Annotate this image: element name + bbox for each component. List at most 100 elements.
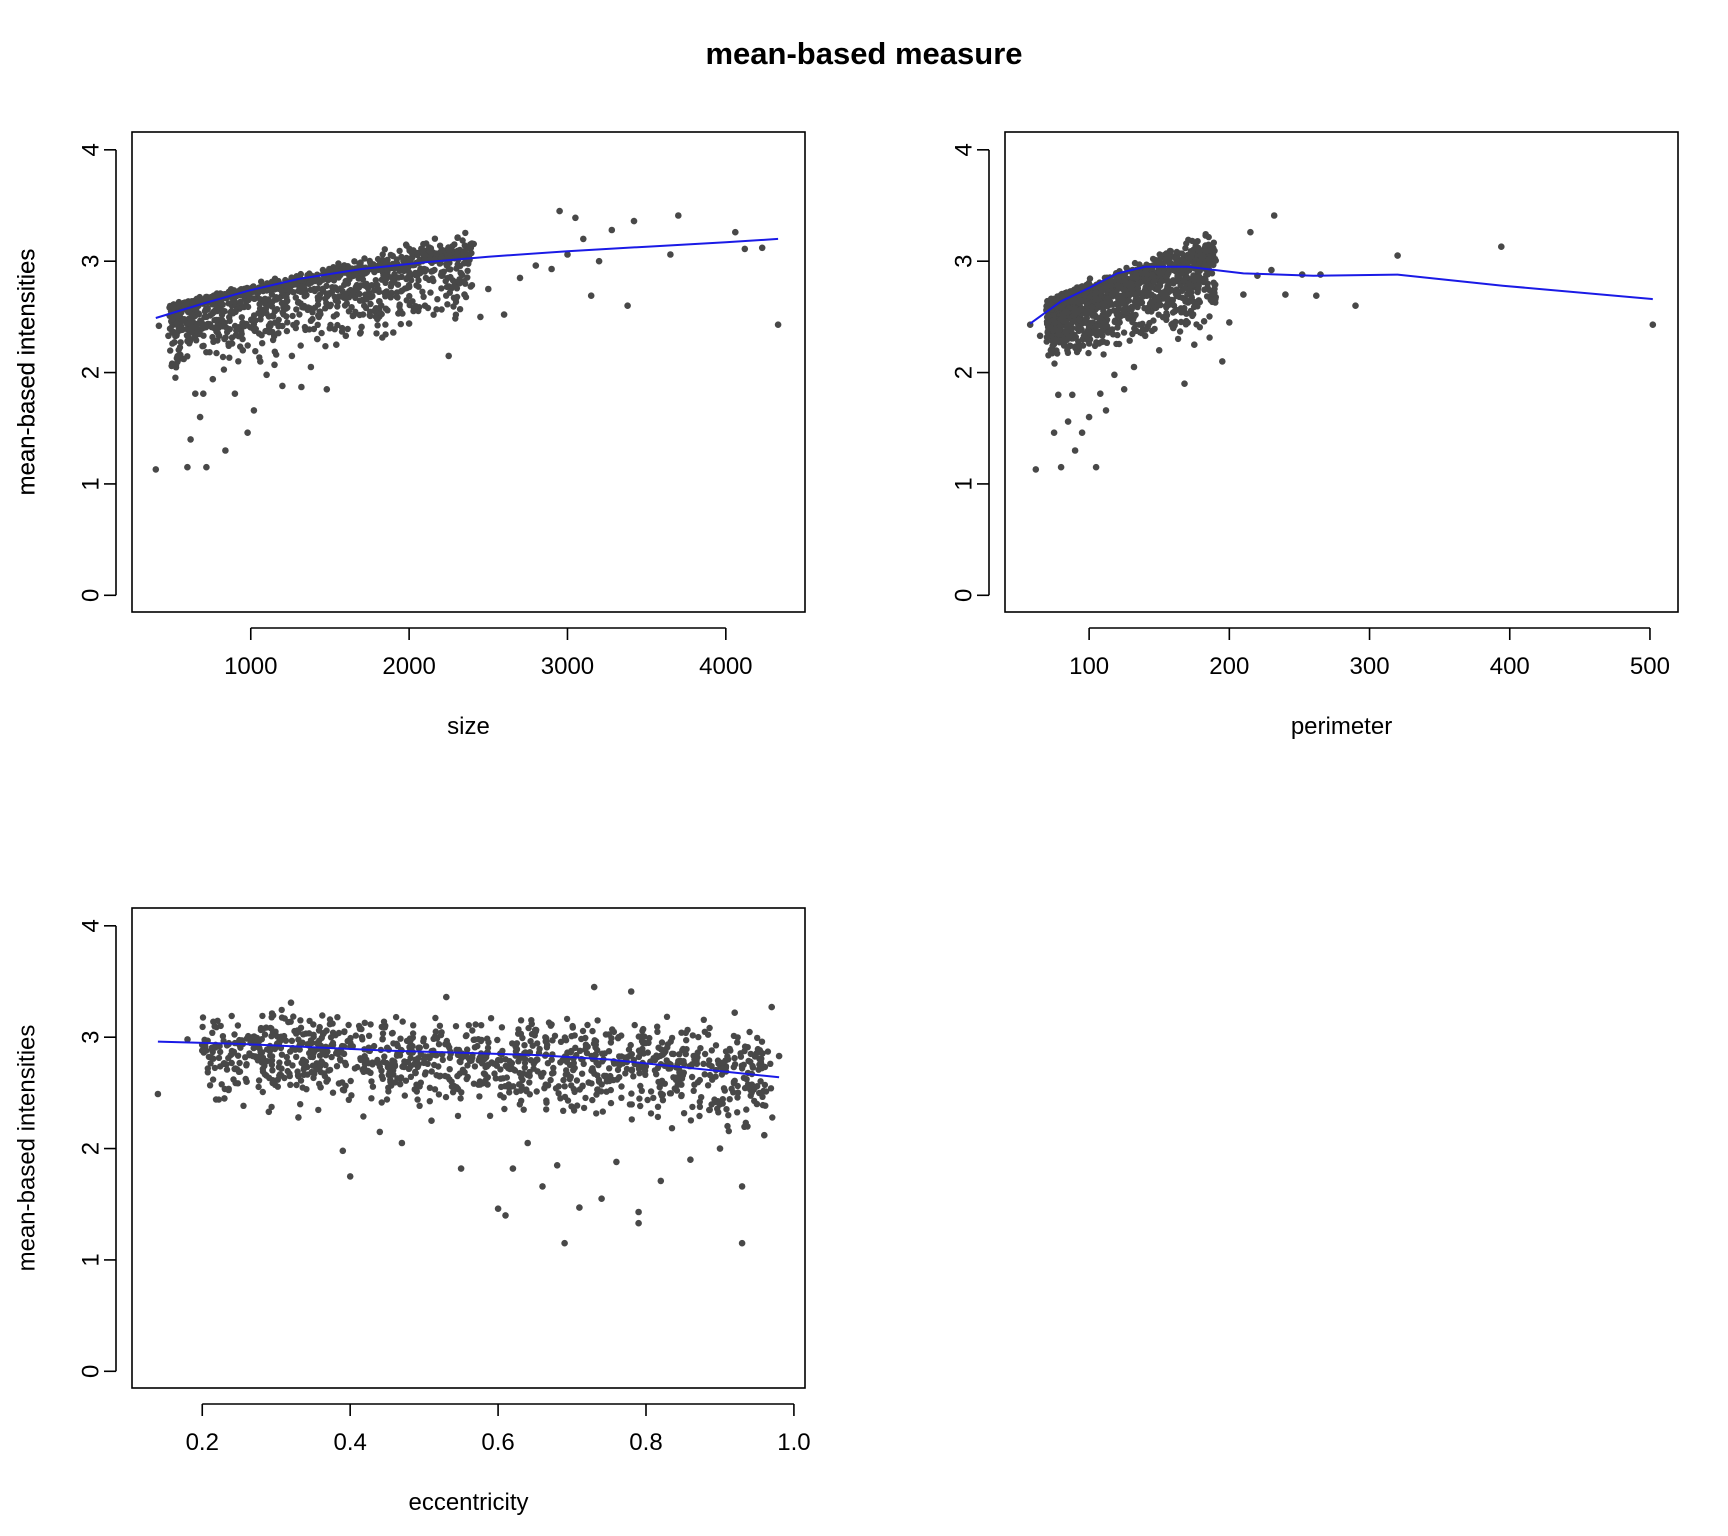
data-point bbox=[560, 1076, 567, 1084]
data-point bbox=[433, 1052, 440, 1059]
data-point bbox=[304, 1063, 311, 1071]
data-point bbox=[453, 1046, 460, 1054]
data-point bbox=[355, 1022, 363, 1030]
data-point bbox=[358, 323, 365, 331]
data-point bbox=[209, 333, 216, 341]
data-point bbox=[1092, 463, 1100, 471]
data-point bbox=[257, 296, 264, 303]
data-point bbox=[683, 1037, 690, 1044]
data-point bbox=[335, 1080, 343, 1087]
data-point bbox=[453, 265, 460, 272]
data-point bbox=[741, 1043, 749, 1050]
data-point bbox=[439, 1056, 446, 1064]
data-point bbox=[407, 1036, 414, 1044]
data-point bbox=[631, 1021, 638, 1029]
data-point bbox=[269, 312, 276, 319]
data-point bbox=[414, 1096, 421, 1103]
data-point bbox=[1134, 280, 1142, 288]
data-point bbox=[235, 324, 242, 331]
data-point bbox=[243, 1062, 250, 1069]
data-point bbox=[1149, 255, 1157, 263]
data-point bbox=[419, 288, 426, 295]
data-point bbox=[487, 1015, 495, 1022]
smooth-fit-line bbox=[1029, 265, 1653, 325]
data-point bbox=[446, 1076, 453, 1083]
data-point bbox=[459, 1066, 467, 1074]
data-point bbox=[370, 261, 377, 268]
data-point bbox=[628, 1101, 635, 1108]
data-point bbox=[593, 1091, 600, 1098]
data-point bbox=[380, 1018, 388, 1025]
data-point bbox=[183, 320, 190, 327]
data-point bbox=[454, 1085, 461, 1092]
data-point bbox=[445, 247, 453, 254]
data-point bbox=[1247, 228, 1254, 236]
data-point bbox=[758, 1038, 766, 1045]
data-point bbox=[1060, 336, 1067, 344]
data-point bbox=[332, 297, 339, 304]
data-point bbox=[589, 1096, 596, 1104]
data-point bbox=[1120, 329, 1128, 336]
data-point bbox=[378, 1099, 385, 1106]
data-point bbox=[1196, 324, 1204, 331]
data-point bbox=[1268, 266, 1275, 274]
data-point bbox=[317, 311, 324, 318]
data-point bbox=[255, 1083, 262, 1091]
data-point bbox=[359, 270, 366, 277]
data-point bbox=[409, 1049, 416, 1056]
data-point bbox=[199, 1023, 206, 1031]
data-point bbox=[516, 274, 524, 282]
data-point bbox=[297, 1101, 304, 1108]
data-point bbox=[257, 1048, 264, 1056]
data-point bbox=[1045, 352, 1052, 359]
data-point bbox=[231, 390, 239, 398]
data-point bbox=[721, 1087, 728, 1094]
y-tick-label: 0 bbox=[77, 1365, 104, 1378]
y-axis-label: mean-based intensities bbox=[13, 249, 40, 496]
x-tick-label: 300 bbox=[1350, 653, 1390, 680]
data-point bbox=[678, 1029, 685, 1036]
data-point bbox=[471, 1044, 479, 1051]
data-point bbox=[517, 1017, 525, 1024]
data-point bbox=[312, 276, 319, 284]
data-point bbox=[748, 1089, 755, 1096]
data-point bbox=[297, 1077, 305, 1084]
data-point bbox=[259, 340, 266, 347]
data-point bbox=[627, 988, 635, 995]
data-point bbox=[737, 1050, 744, 1057]
data-point bbox=[421, 268, 428, 275]
data-point bbox=[500, 1094, 507, 1101]
data-point bbox=[291, 280, 298, 287]
data-point bbox=[725, 1056, 732, 1063]
data-point bbox=[688, 1073, 696, 1081]
data-point bbox=[230, 287, 238, 294]
data-point bbox=[364, 1068, 371, 1075]
data-point bbox=[524, 1139, 531, 1147]
data-point bbox=[361, 1060, 369, 1068]
data-point bbox=[353, 281, 361, 289]
data-point bbox=[194, 326, 201, 333]
data-point bbox=[738, 1065, 746, 1072]
data-point bbox=[610, 1028, 618, 1036]
data-point bbox=[287, 1081, 294, 1089]
data-point bbox=[244, 303, 252, 311]
data-point bbox=[593, 1110, 600, 1117]
data-point bbox=[762, 1088, 770, 1095]
data-point bbox=[436, 1022, 444, 1029]
data-point bbox=[376, 1128, 384, 1136]
data-point bbox=[283, 297, 291, 305]
data-point bbox=[679, 1072, 687, 1079]
data-point bbox=[402, 1077, 410, 1084]
data-point bbox=[1142, 270, 1150, 277]
data-point bbox=[257, 1026, 265, 1034]
data-point bbox=[287, 1048, 294, 1055]
data-point bbox=[595, 257, 603, 265]
data-point bbox=[595, 1076, 603, 1084]
data-point bbox=[378, 1072, 385, 1080]
data-point bbox=[271, 1081, 279, 1089]
data-point bbox=[433, 306, 440, 313]
data-point bbox=[232, 1065, 239, 1072]
x-tick-label: 1000 bbox=[224, 653, 277, 680]
data-point bbox=[401, 1058, 408, 1065]
y-axis-label: mean-based intensities bbox=[13, 1025, 40, 1272]
